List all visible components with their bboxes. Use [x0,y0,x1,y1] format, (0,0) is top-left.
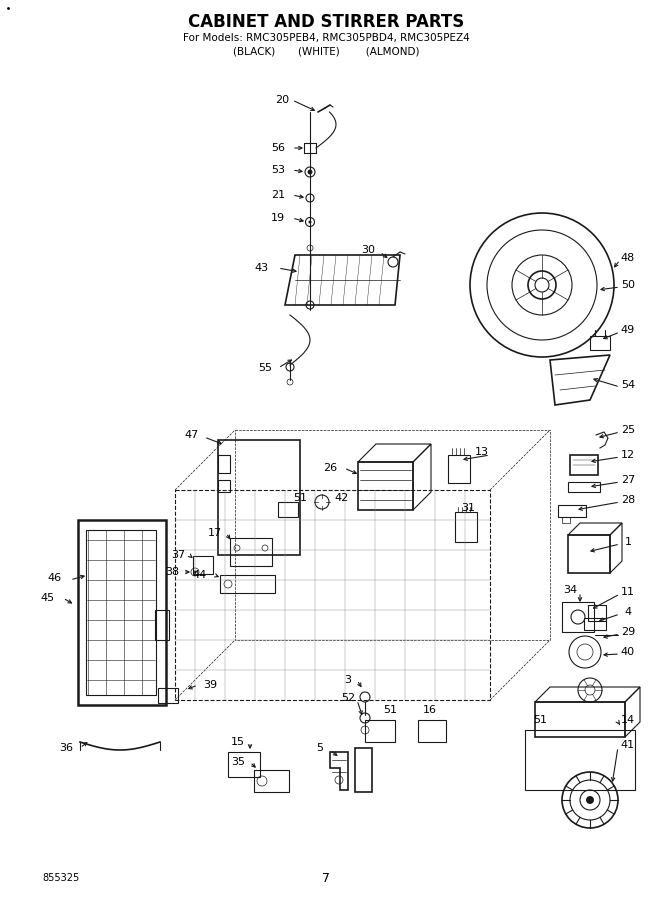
Text: For Models: RMC305PEB4, RMC305PBD4, RMC305PEZ4: For Models: RMC305PEB4, RMC305PBD4, RMC3… [183,33,469,43]
Text: 13: 13 [475,447,489,457]
Text: 15: 15 [231,737,245,747]
Bar [535,702,625,737]
Text: 41: 41 [621,740,635,750]
Bar [218,440,300,555]
Text: 50: 50 [621,280,635,290]
Text: 43: 43 [255,263,269,273]
Bar [220,575,275,593]
Text: 26: 26 [323,463,337,473]
Bar [562,602,594,632]
Text: 14: 14 [621,715,635,725]
Text: 855325: 855325 [42,873,80,883]
Text: 46: 46 [48,573,62,583]
Bar [418,720,446,742]
Text: 31: 31 [461,503,475,513]
Text: 17: 17 [208,528,222,538]
Text: 1: 1 [625,537,632,547]
Text: 27: 27 [621,475,635,485]
Bar [584,618,606,630]
Bar [590,336,610,350]
Bar [562,517,570,523]
Text: 55: 55 [258,363,272,373]
Text: 49: 49 [621,325,635,335]
Bar [218,480,230,492]
Text: 53: 53 [271,165,285,175]
Text: 42: 42 [335,493,349,503]
Circle shape [308,220,312,223]
Bar [558,505,586,517]
Text: 30: 30 [361,245,375,255]
Bar [218,455,230,473]
Text: 28: 28 [621,495,635,505]
Text: 47: 47 [185,430,199,440]
Text: 51: 51 [383,705,397,715]
Bar [230,538,272,566]
Text: 40: 40 [621,647,635,657]
Text: 37: 37 [171,550,185,560]
Bar [86,530,156,695]
Text: 44: 44 [193,570,207,580]
Bar [568,535,610,573]
Text: 20: 20 [275,95,289,105]
Text: (BLACK)       (WHITE)        (ALMOND): (BLACK) (WHITE) (ALMOND) [233,47,419,57]
Text: 25: 25 [621,425,635,435]
Bar [78,520,166,705]
Circle shape [194,571,196,573]
Text: 34: 34 [563,585,577,595]
Text: 36: 36 [59,743,73,753]
Text: 21: 21 [271,190,285,200]
Bar [525,730,635,790]
Bar [568,482,600,492]
Bar [448,455,470,483]
Text: 38: 38 [165,567,179,577]
Text: 35: 35 [231,757,245,767]
Circle shape [586,796,594,804]
Text: 5: 5 [316,743,323,753]
Text: 51: 51 [533,715,547,725]
Bar [235,430,550,640]
Bar [193,556,213,574]
Text: 54: 54 [621,380,635,390]
Circle shape [308,169,312,175]
Bar [588,605,606,621]
Text: 51: 51 [293,493,307,503]
Text: 11: 11 [621,587,635,597]
Text: 52: 52 [341,693,355,703]
Text: 16: 16 [423,705,437,715]
Text: 48: 48 [621,253,635,263]
Text: 39: 39 [203,680,217,690]
Bar [158,688,178,703]
Text: 19: 19 [271,213,285,223]
Text: 12: 12 [621,450,635,460]
Bar [455,512,477,542]
Bar [155,610,169,640]
Bar [254,770,289,792]
Bar [365,720,395,742]
Text: 45: 45 [41,593,55,603]
Text: 29: 29 [621,627,635,637]
Text: 7: 7 [322,871,330,885]
Bar [358,462,413,510]
Bar [278,502,298,517]
Bar [570,455,598,475]
Bar [228,752,260,777]
Text: 56: 56 [271,143,285,153]
Text: CABINET AND STIRRER PARTS: CABINET AND STIRRER PARTS [188,13,464,31]
Text: 3: 3 [344,675,351,685]
Text: 4: 4 [625,607,632,617]
Bar [175,490,490,700]
